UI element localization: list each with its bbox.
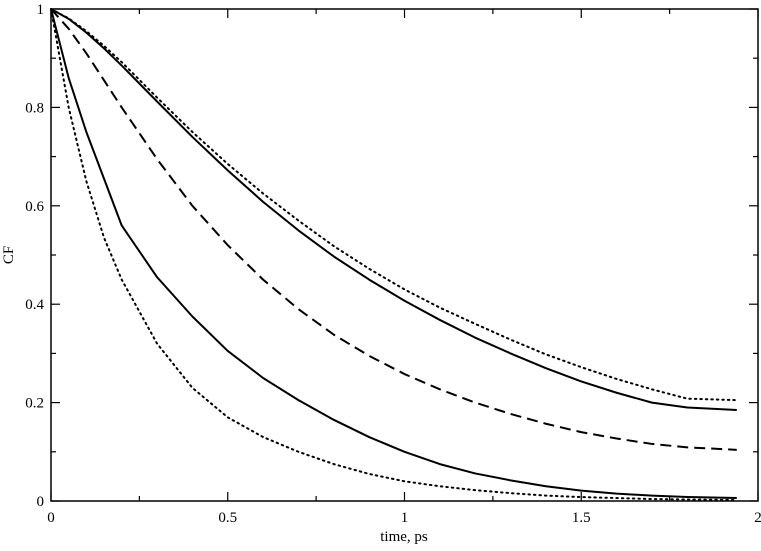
x-tick-label: 0.5: [218, 510, 237, 526]
series-line-1-dotted: [50, 8, 738, 402]
series-line-3-dashed: [50, 8, 737, 451]
series-line-2-solid: [50, 8, 737, 411]
y-tick-label: 0.4: [25, 297, 44, 313]
x-tick-label: 2: [754, 510, 761, 526]
x-axis-title: time, ps: [380, 529, 428, 545]
y-tick-label: 1: [37, 2, 45, 18]
y-tick-label: 0: [37, 494, 45, 510]
series-line-5-dotted: [50, 8, 738, 502]
tick-layer: 0 0.5 1 1.5 2 0 0.2 0.4 0.6 0.8 1: [25, 2, 761, 526]
y-tick-label: 0.6: [25, 199, 44, 215]
x-tick-label: 1.5: [572, 510, 591, 526]
series-layer: [50, 8, 738, 502]
y-axis-title: CF: [1, 246, 17, 264]
x-tick-label: 1: [401, 510, 409, 526]
y-tick-label: 0.8: [25, 100, 44, 116]
x-tick-label: 0: [47, 510, 55, 526]
series-line-4-solid: [50, 8, 737, 500]
y-tick-label: 0.2: [25, 396, 44, 412]
plot-frame: [50, 8, 759, 502]
